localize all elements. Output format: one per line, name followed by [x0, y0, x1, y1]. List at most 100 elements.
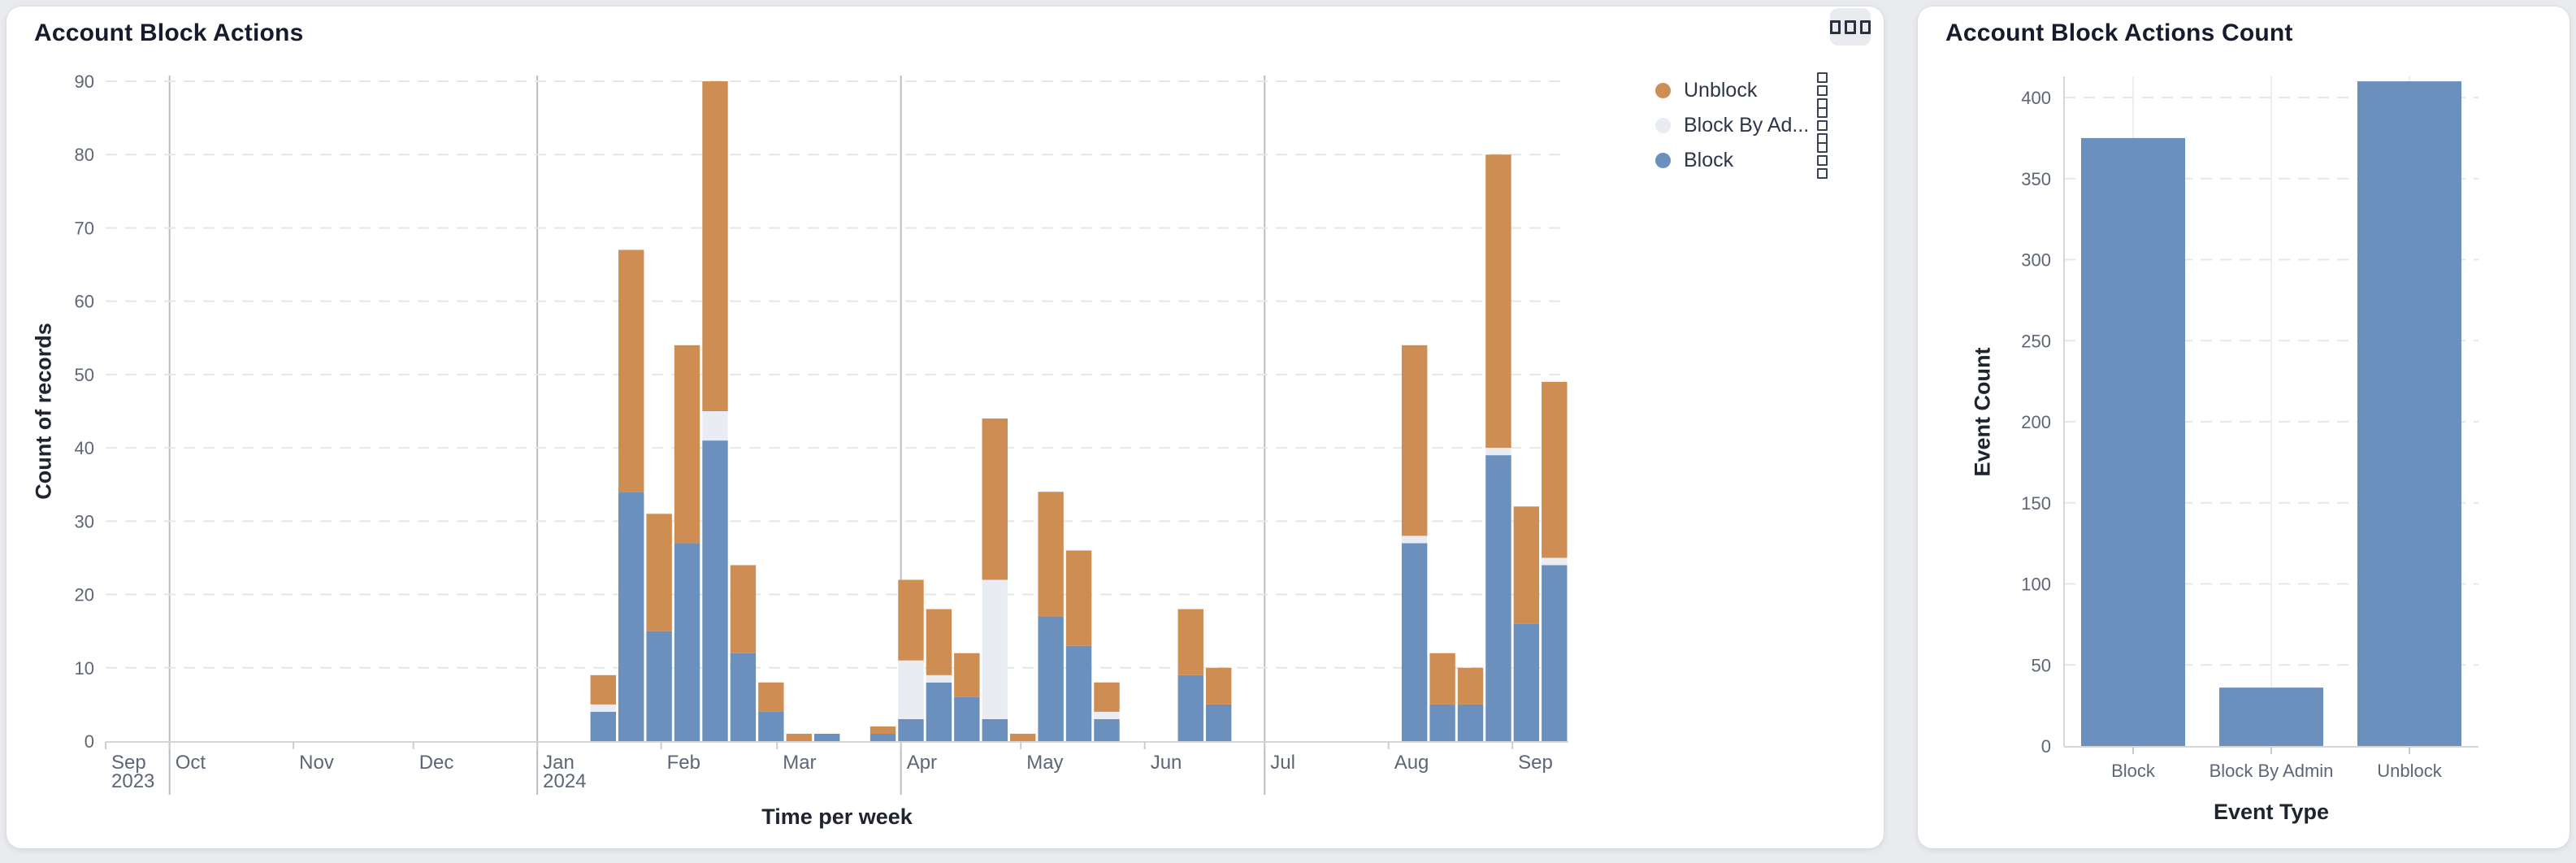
legend-kebab-icon[interactable]	[1817, 141, 1828, 179]
x-axis-title: Event Type	[2213, 800, 2330, 824]
bar-segment-block	[898, 718, 924, 741]
bar-segment-unblock	[1457, 667, 1484, 705]
bar-segment-block	[813, 733, 840, 741]
bar-segment-block	[982, 718, 1008, 741]
bar-segment-block	[1205, 704, 1232, 741]
bar-segment-unblock	[954, 653, 980, 697]
bar-segment-block-by-admin	[590, 704, 617, 712]
bar-segment-block	[1485, 455, 1511, 741]
svg-text:40: 40	[75, 438, 94, 458]
bar-segment-unblock	[898, 579, 924, 661]
svg-text:0: 0	[2041, 736, 2051, 757]
panel-title: Account Block Actions	[34, 20, 304, 46]
bar-segment-unblock	[1177, 609, 1203, 675]
bar-segment-unblock	[1038, 492, 1064, 617]
y-axis-labels: 0 10 20 30 40 50 60 70 80 90	[75, 72, 94, 752]
svg-text:50: 50	[2032, 655, 2051, 675]
svg-text:Aug: Aug	[1394, 752, 1429, 774]
x-axis: Sep 2023 Oct Nov Dec Jan 2024 Feb Mar Apr May Jun Ju…	[105, 741, 1568, 792]
svg-text:Block By Admin: Block By Admin	[2210, 761, 2334, 781]
bar-segment-block	[590, 711, 617, 741]
svg-text:300: 300	[2021, 250, 2051, 271]
bar-segment-unblock	[1542, 381, 1568, 558]
legend-kebab-icon[interactable]	[1817, 72, 1828, 109]
bar-segment-block	[954, 696, 980, 741]
svg-text:Sep: Sep	[1518, 752, 1553, 774]
svg-text:Jun: Jun	[1151, 752, 1182, 774]
bar-segment-block-by-admin	[926, 674, 952, 683]
legend-swatch	[1655, 82, 1671, 98]
legend-kebab-icon[interactable]	[1817, 106, 1828, 144]
svg-text:Mar: Mar	[783, 752, 816, 774]
legend-swatch	[1655, 152, 1671, 168]
bar-segment-block	[926, 682, 952, 741]
bar-segment-block-by-admin	[1485, 448, 1511, 456]
bar-segment-block	[702, 440, 728, 741]
svg-text:10: 10	[75, 658, 94, 679]
svg-text:80: 80	[75, 145, 94, 165]
legend-label: Block	[1684, 148, 1734, 171]
square-icon	[1830, 20, 1841, 34]
stacked-bar-chart: Sep 2023 Oct Nov Dec Jan 2024 Feb Mar Apr May Jun Ju…	[75, 72, 1568, 795]
bar-segment-unblock	[1485, 154, 1511, 449]
bar-segment-unblock	[1513, 506, 1540, 624]
svg-text:Block: Block	[2111, 761, 2156, 781]
bar-segment-block	[1429, 704, 1455, 741]
bar-segment-unblock	[926, 609, 952, 675]
svg-text:250: 250	[2021, 331, 2051, 351]
bar-segment-block-by-admin	[982, 579, 1008, 719]
svg-text:Unblock: Unblock	[2377, 761, 2442, 781]
bar-segment-unblock	[758, 682, 784, 712]
bar-segment-block	[618, 492, 644, 741]
square-icon	[1859, 20, 1871, 34]
bar-segment-block-by-admin	[898, 660, 924, 719]
square-icon	[1845, 20, 1856, 34]
category-bar-chart: Block Block By Admin Unblock 0 50 100 150 200 25…	[2021, 76, 2478, 781]
x-axis-title: Time per week	[761, 804, 913, 829]
svg-text:30: 30	[75, 511, 94, 531]
bar-segment-block	[646, 631, 672, 741]
svg-text:May: May	[1026, 752, 1063, 774]
legend-item-block[interactable]: Block	[1655, 141, 1828, 179]
bar-segment-unblock	[590, 674, 617, 705]
category-bars	[2081, 81, 2461, 747]
panel-account-block-actions: Account Block Actions Sep 2023 Oct Nov Dec Ja…	[7, 7, 1884, 848]
svg-text:Apr: Apr	[907, 752, 937, 774]
panel-title: Account Block Actions Count	[1945, 20, 2293, 46]
legend-item-unblock[interactable]: Unblock	[1655, 72, 1828, 109]
svg-text:Jul: Jul	[1270, 752, 1295, 774]
bar-segment-unblock	[1009, 733, 1036, 741]
bar-segment-block	[1038, 616, 1064, 741]
bar-segment-block	[1513, 623, 1540, 741]
svg-text:Nov: Nov	[299, 752, 334, 774]
bar-segment-unblock	[646, 514, 672, 631]
svg-text:70: 70	[75, 218, 94, 238]
svg-text:Dec: Dec	[419, 752, 454, 774]
y-axis-title: Count of records	[31, 323, 56, 500]
legend-swatch	[1655, 117, 1671, 133]
bar-segment-block-by-admin	[1401, 536, 1428, 544]
legend-item-block-by-admin[interactable]: Block By Ad...	[1655, 106, 1828, 144]
bar-segment-block	[674, 543, 700, 741]
bar-segment-unblock	[674, 345, 700, 544]
chart-legend: Unblock Block By Ad... Block	[1655, 72, 1828, 179]
panel-account-block-actions-count: Account Block Actions Count Block Block B…	[1918, 7, 2569, 848]
bar-segment-block-by-admin	[1094, 711, 1120, 719]
panel-options-button[interactable]	[1830, 8, 1871, 46]
bar-segment-unblock	[786, 733, 812, 741]
bar-segment-block	[1065, 645, 1092, 741]
svg-text:400: 400	[2021, 88, 2051, 108]
svg-text:0: 0	[85, 731, 94, 752]
x-axis: Block Block By Admin Unblock	[2064, 746, 2478, 781]
bar-unblock	[2357, 81, 2461, 747]
bar-segment-block	[1401, 543, 1428, 741]
svg-text:150: 150	[2021, 493, 2051, 514]
bar-segment-unblock	[1401, 345, 1428, 536]
svg-text:50: 50	[75, 365, 94, 385]
bar-block-by-admin	[2219, 687, 2323, 746]
horizontal-gridlines	[106, 80, 1568, 669]
bar-segment-unblock	[982, 418, 1008, 580]
